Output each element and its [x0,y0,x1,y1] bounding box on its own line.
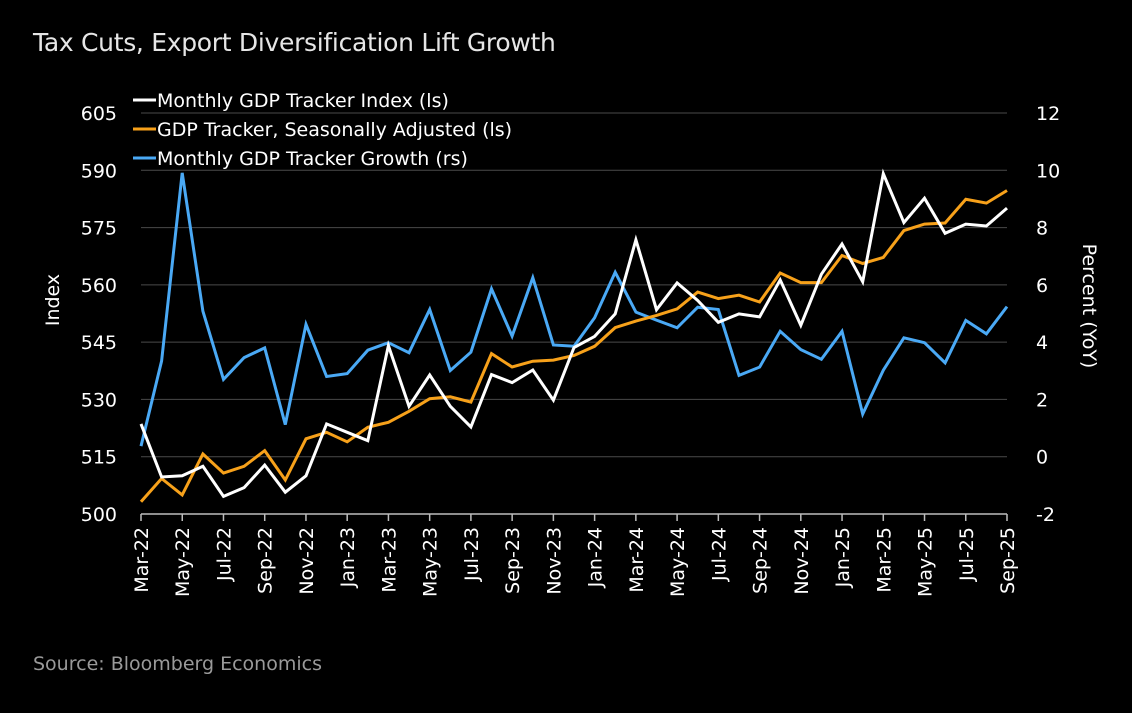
x-tick-label: Nov-24 [791,527,813,595]
right-axis-ticks: -2 0 2 4 6 8 10 12 [1036,103,1060,526]
right-tick-label: 6 [1036,275,1048,297]
right-tick-label: -2 [1036,504,1055,526]
series-line-index [139,168,1008,499]
x-tick-label: Jan-24 [585,527,607,588]
source-note: Source: Bloomberg Economics [33,653,322,675]
legend-label: Monthly GDP Tracker Index (ls) [157,90,449,112]
x-tick-label: Jul-22 [213,527,235,582]
left-tick-label: 530 [81,389,117,411]
x-tick-label: May-22 [172,527,194,597]
left-tick-label: 515 [81,447,117,469]
x-tick-label: Mar-25 [873,527,895,593]
legend: Monthly GDP Tracker Index (ls) GDP Tracke… [133,90,512,170]
x-axis: Mar-22 May-22 Jul-22 Sep-22 Nov-22 Jan-23 Mar-… [131,513,1019,597]
x-tick-label: Sep-23 [502,527,524,594]
x-tick-label: Jul-24 [708,527,730,582]
right-axis-title: Percent (YoY) [1078,244,1100,369]
x-tick-label: Sep-25 [997,527,1019,594]
left-axis-ticks: 500 515 530 545 560 575 590 605 [81,103,117,526]
left-tick-label: 575 [81,218,117,240]
x-tick-label: Nov-23 [543,527,565,595]
x-tick-label: Nov-22 [296,527,318,595]
right-tick-label: 10 [1036,160,1060,182]
x-tick-label: Jan-25 [832,527,854,588]
x-tick-label: May-25 [915,527,937,597]
right-tick-label: 12 [1036,103,1060,125]
gridlines [141,112,1007,458]
x-tick-label: Mar-22 [131,527,153,593]
x-tick-label: Jul-23 [461,527,483,582]
x-tick-label: Mar-23 [378,527,400,593]
left-axis-title: Index [42,274,64,326]
left-tick-label: 605 [81,103,117,125]
left-tick-label: 545 [81,332,117,354]
x-tick-label: Sep-24 [750,527,772,594]
left-tick-label: 500 [81,504,117,526]
series-line-seasonally-adjusted [139,189,1008,503]
right-tick-label: 0 [1036,447,1048,469]
x-tick-label: May-23 [420,527,442,597]
right-tick-label: 2 [1036,389,1048,411]
x-tick-label: Sep-22 [255,527,277,594]
left-tick-label: 560 [81,275,117,297]
series-lines [139,168,1009,503]
legend-label: Monthly GDP Tracker Growth (rs) [157,148,468,170]
right-tick-label: 4 [1036,332,1048,354]
x-tick-label: May-24 [667,527,689,597]
x-tick-label: Jan-23 [337,527,359,588]
chart-title: Tax Cuts, Export Diversification Lift Gr… [33,28,556,57]
x-tick-label: Mar-24 [626,527,648,593]
left-tick-label: 590 [81,160,117,182]
x-tick-label: Jul-25 [956,527,978,582]
right-tick-label: 8 [1036,218,1048,240]
legend-label: GDP Tracker, Seasonally Adjusted (ls) [157,119,512,141]
